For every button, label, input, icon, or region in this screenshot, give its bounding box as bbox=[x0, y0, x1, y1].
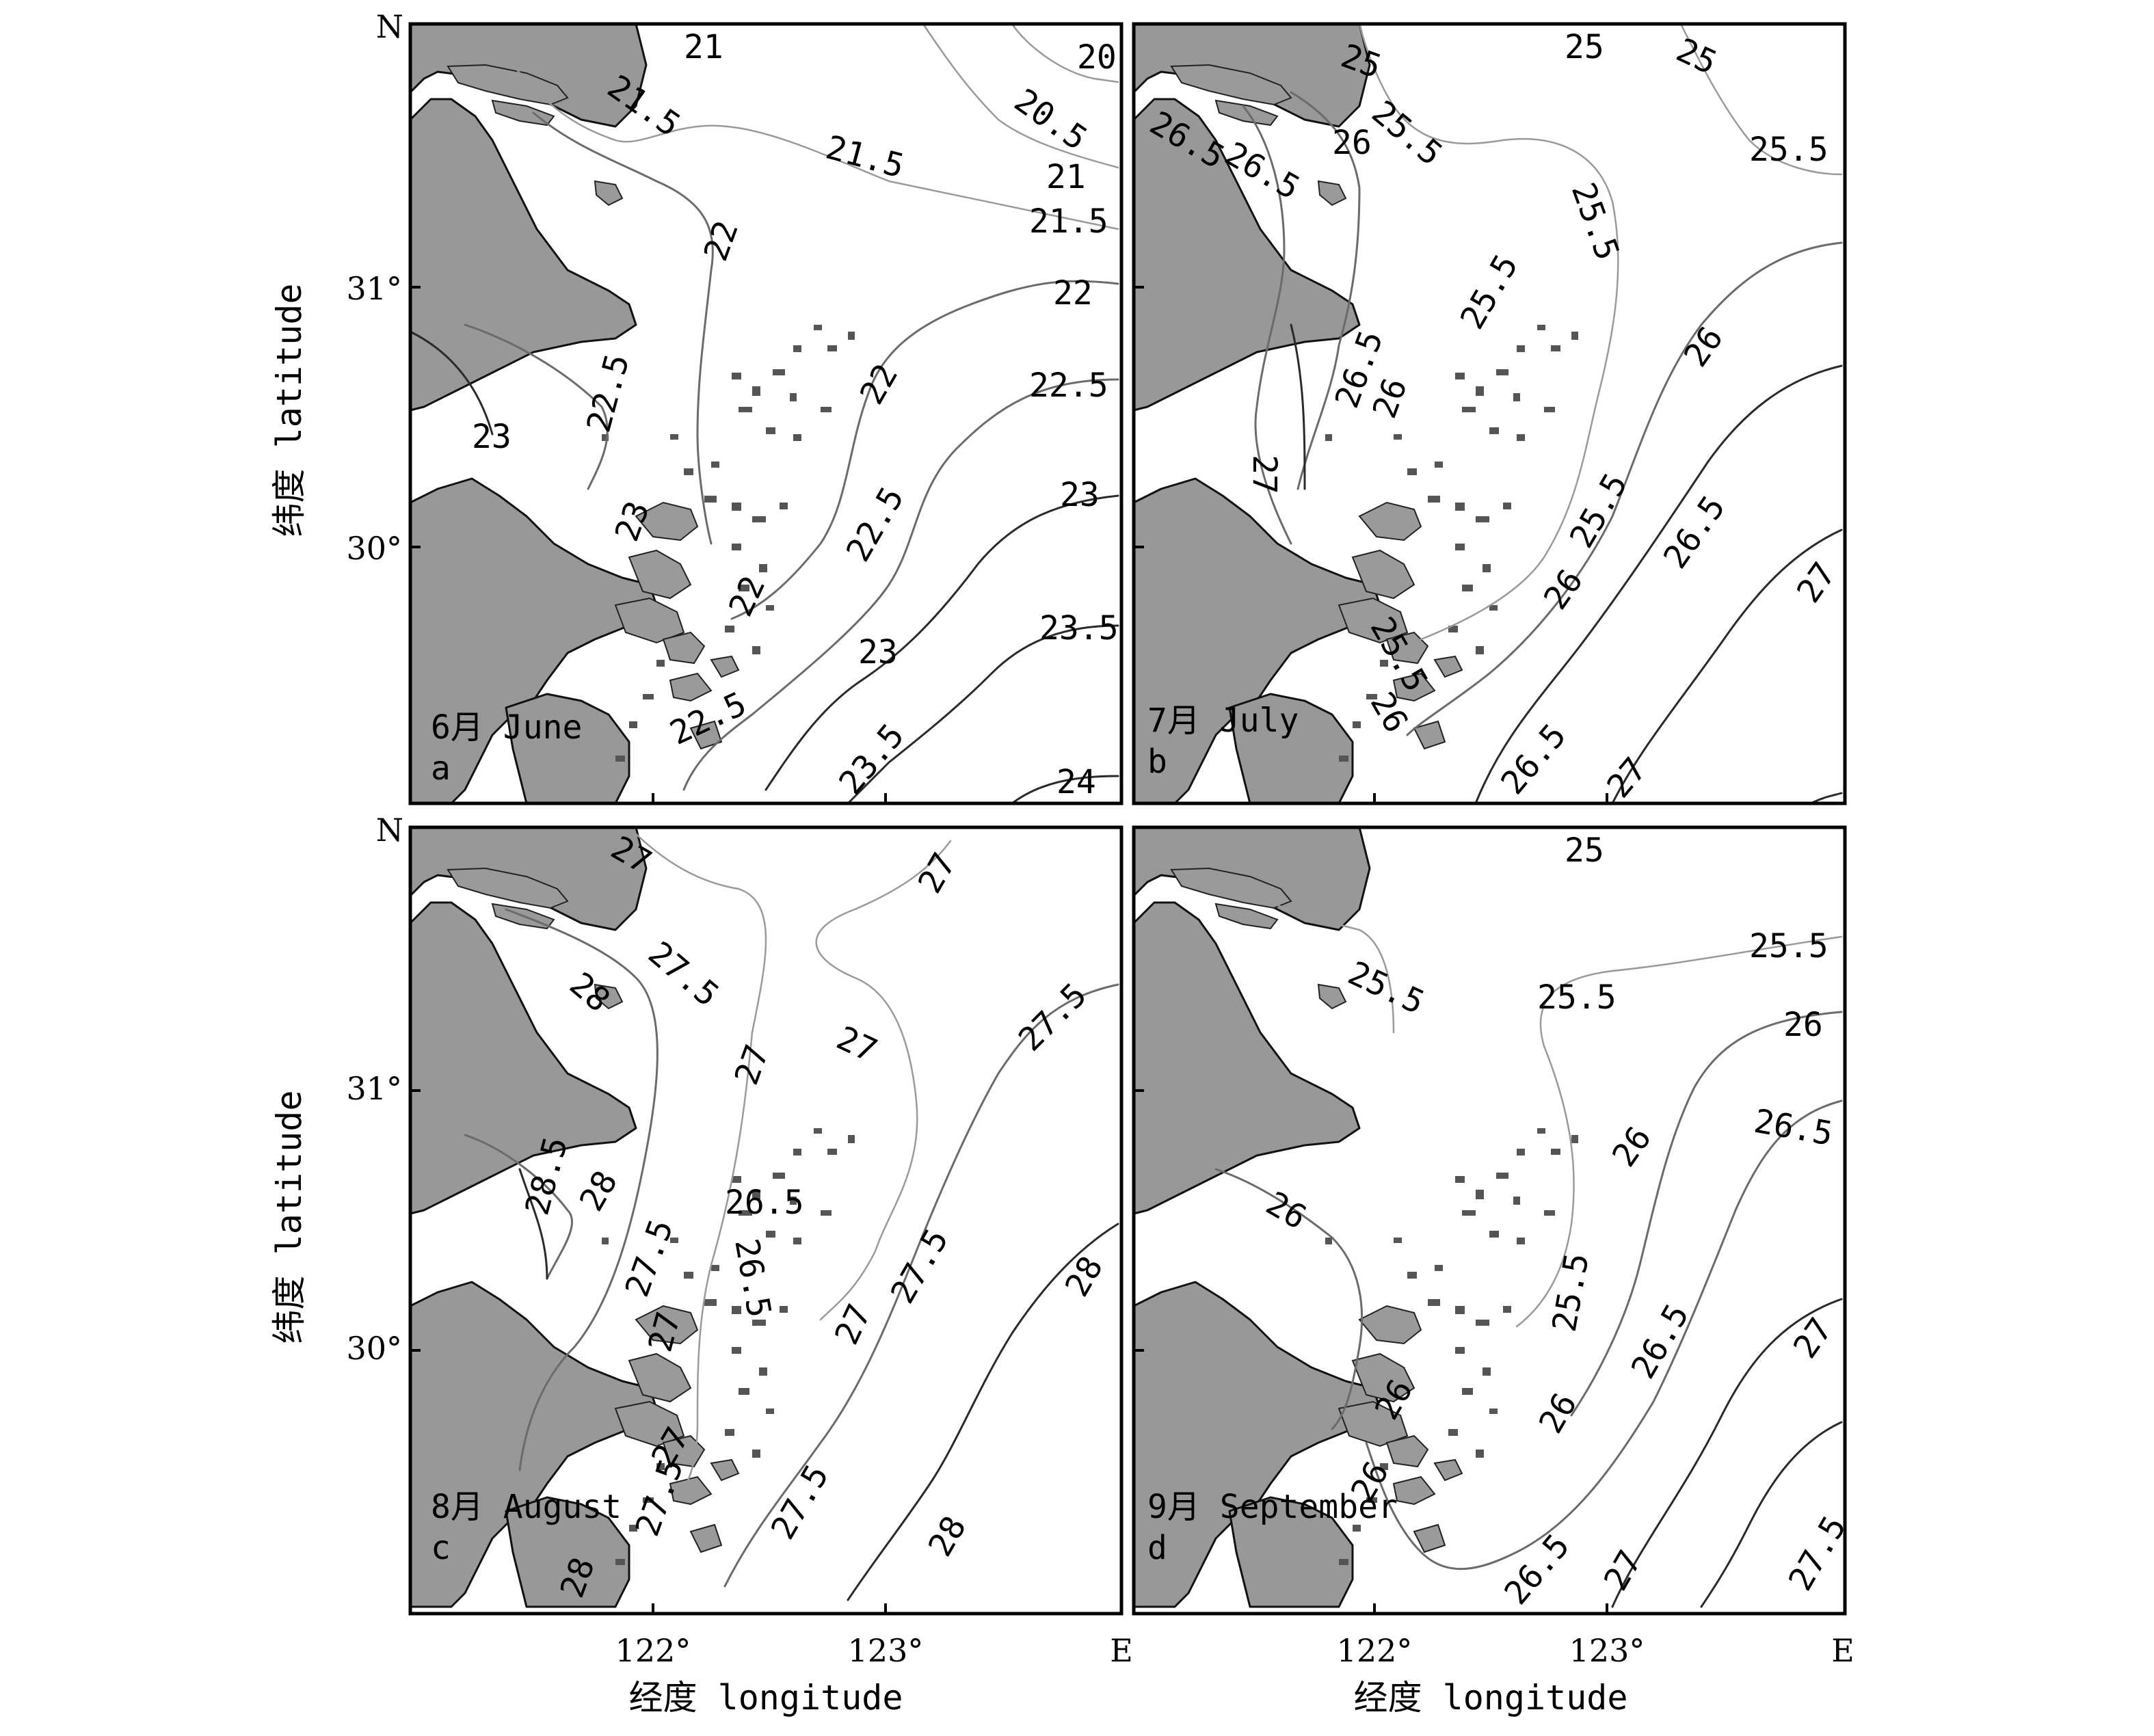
contour-label: 21.5 bbox=[822, 128, 908, 185]
contour-label: 22.5 bbox=[579, 350, 637, 436]
panel-b-letter: b bbox=[1147, 743, 1167, 781]
panel-b-month-label: 7月 July bbox=[1147, 702, 1299, 740]
contour-label: 26.5 bbox=[1656, 489, 1733, 576]
y-axis-title-bottom: 纬度 latitude bbox=[269, 1091, 309, 1344]
contour-label: 25 bbox=[1671, 31, 1723, 82]
contour-label: 26 bbox=[1677, 319, 1731, 373]
panel-b-frame bbox=[1132, 22, 1847, 805]
contour-label: 21 bbox=[684, 28, 723, 66]
contour-label: 26 bbox=[1332, 124, 1372, 162]
contour-label: 27 bbox=[1790, 555, 1844, 609]
lat-tick-30-top: 30° bbox=[346, 530, 402, 567]
contour-label: 25.5 bbox=[1364, 93, 1450, 173]
panel-c-letter: c bbox=[431, 1529, 451, 1567]
contour-label: 25.5 bbox=[1453, 248, 1526, 336]
contour-label: 28 bbox=[1058, 1250, 1111, 1303]
east-label-left: E bbox=[1110, 1632, 1133, 1669]
contour-label: 25 bbox=[1565, 831, 1604, 870]
north-label-bottom: N bbox=[376, 812, 403, 849]
panel-c-month-label: 8月 August bbox=[431, 1488, 622, 1526]
contour-label: 20 bbox=[1077, 38, 1117, 77]
contour-label: 27.5 bbox=[618, 1214, 681, 1302]
contour-label: 26.5 bbox=[1751, 1102, 1836, 1153]
contour-label: 25 bbox=[1565, 28, 1604, 66]
contour-label: 22 bbox=[721, 570, 773, 622]
contour-label: 22.5 bbox=[839, 481, 912, 568]
panel-d-letter: d bbox=[1147, 1529, 1167, 1567]
contour-label: 26 bbox=[1605, 1119, 1659, 1173]
lon-tick-122-right: 122° bbox=[1337, 1632, 1413, 1669]
contour-label: 28 bbox=[572, 1164, 625, 1218]
contour-label: 24 bbox=[1056, 763, 1096, 801]
lon-tick-123-right: 123° bbox=[1569, 1632, 1645, 1669]
north-label-top: N bbox=[376, 8, 403, 45]
panel-a-month-label: 6月 June bbox=[431, 708, 582, 747]
contour-label: 23.5 bbox=[1039, 609, 1119, 647]
contour-label: 26.5 bbox=[725, 1184, 804, 1222]
panel-a-contours bbox=[409, 23, 1119, 805]
panel-a-june: 21 20 21.5 20.5 21.5 21 21.5 22 22 22.5 … bbox=[408, 22, 1123, 805]
contour-label: 25.5 bbox=[1564, 178, 1627, 265]
panel-a-letter: a bbox=[431, 749, 451, 788]
panel-c-contours bbox=[464, 826, 1119, 1601]
x-axis-title-left: 经度 longitude bbox=[628, 1678, 903, 1718]
contour-label: 21 bbox=[1046, 158, 1086, 196]
contour-label: 23.5 bbox=[832, 717, 912, 802]
lat-tick-30-bottom: 30° bbox=[346, 1330, 402, 1367]
contour-label: 26.5 bbox=[1624, 1298, 1697, 1385]
contour-label: 26 bbox=[1783, 1006, 1823, 1044]
contour-label: 22 bbox=[1053, 274, 1093, 312]
contour-label: 23 bbox=[858, 633, 898, 671]
panel-c-frame bbox=[408, 825, 1123, 1616]
lat-tick-31-bottom: 31° bbox=[346, 1070, 402, 1107]
contour-label: 25.5 bbox=[1563, 467, 1635, 555]
contour-label: 25.5 bbox=[1342, 954, 1430, 1022]
contour-label: 25.5 bbox=[1363, 611, 1435, 698]
contour-label: 27 bbox=[831, 1019, 883, 1070]
contour-label: 26.5 bbox=[1497, 1527, 1577, 1612]
panel-c-labels: 27 27 27.5 28 27 27 27.5 28.5 28 26.5 27… bbox=[518, 829, 1111, 1603]
contour-label: 25.5 bbox=[1537, 978, 1617, 1017]
contour-label: 22 bbox=[697, 216, 746, 266]
x-axis-title-right: 经度 longitude bbox=[1353, 1678, 1627, 1718]
panel-d-month-label: 9月 September bbox=[1147, 1488, 1398, 1526]
lat-tick-31-top: 31° bbox=[346, 270, 402, 307]
contour-label: 26 bbox=[1532, 1387, 1584, 1440]
contour-label: 27 bbox=[1245, 455, 1284, 494]
y-axis-title-top: 纬度 latitude bbox=[269, 284, 309, 537]
contour-label: 22.5 bbox=[1029, 366, 1108, 405]
contour-label: 28 bbox=[921, 1510, 974, 1563]
panel-b-july: 25 25 25 25.5 26.5 26 26.5 25.5 25.5 25.… bbox=[1132, 22, 1847, 805]
contour-label: 25.5 bbox=[1545, 1251, 1597, 1335]
panel-d-contours bbox=[1214, 901, 1843, 1608]
contour-label: 27.5 bbox=[1781, 1510, 1854, 1597]
panel-d-frame bbox=[1132, 825, 1847, 1616]
contour-label: 22 bbox=[853, 358, 905, 411]
contour-label: 27.5 bbox=[641, 934, 726, 1014]
lon-tick-122-left: 122° bbox=[615, 1632, 691, 1669]
contour-label: 27 bbox=[911, 846, 963, 900]
contour-label: 27.5 bbox=[764, 1458, 836, 1546]
contour-label: 21.5 bbox=[1029, 202, 1108, 241]
panel-b-contours bbox=[1242, 23, 1843, 805]
contour-label: 23 bbox=[1060, 476, 1100, 514]
contour-label: 28 bbox=[562, 965, 617, 1019]
east-label-right: E bbox=[1831, 1632, 1854, 1669]
contour-label: 27.5 bbox=[883, 1223, 956, 1310]
contour-label: 26 bbox=[1537, 562, 1591, 616]
panel-d-september: 25 25.5 25.5 25.5 26 26 26.5 26 25.5 26 … bbox=[1132, 825, 1854, 1616]
lon-tick-123-left: 123° bbox=[848, 1632, 924, 1669]
contour-label: 27.5 bbox=[1011, 976, 1094, 1058]
contour-label: 23 bbox=[472, 418, 511, 456]
contour-label: 27 bbox=[1786, 1311, 1840, 1365]
contour-label: 26.5 bbox=[1493, 717, 1573, 802]
panel-a-frame bbox=[408, 22, 1123, 805]
contour-label: 25.5 bbox=[1749, 131, 1829, 169]
contour-label: 27 bbox=[728, 1040, 777, 1090]
panel-c-august: 27 27 27.5 28 27 27 27.5 28.5 28 26.5 27… bbox=[408, 825, 1123, 1616]
contour-label: 23 bbox=[608, 496, 657, 546]
contour-label: 25.5 bbox=[1749, 927, 1829, 965]
